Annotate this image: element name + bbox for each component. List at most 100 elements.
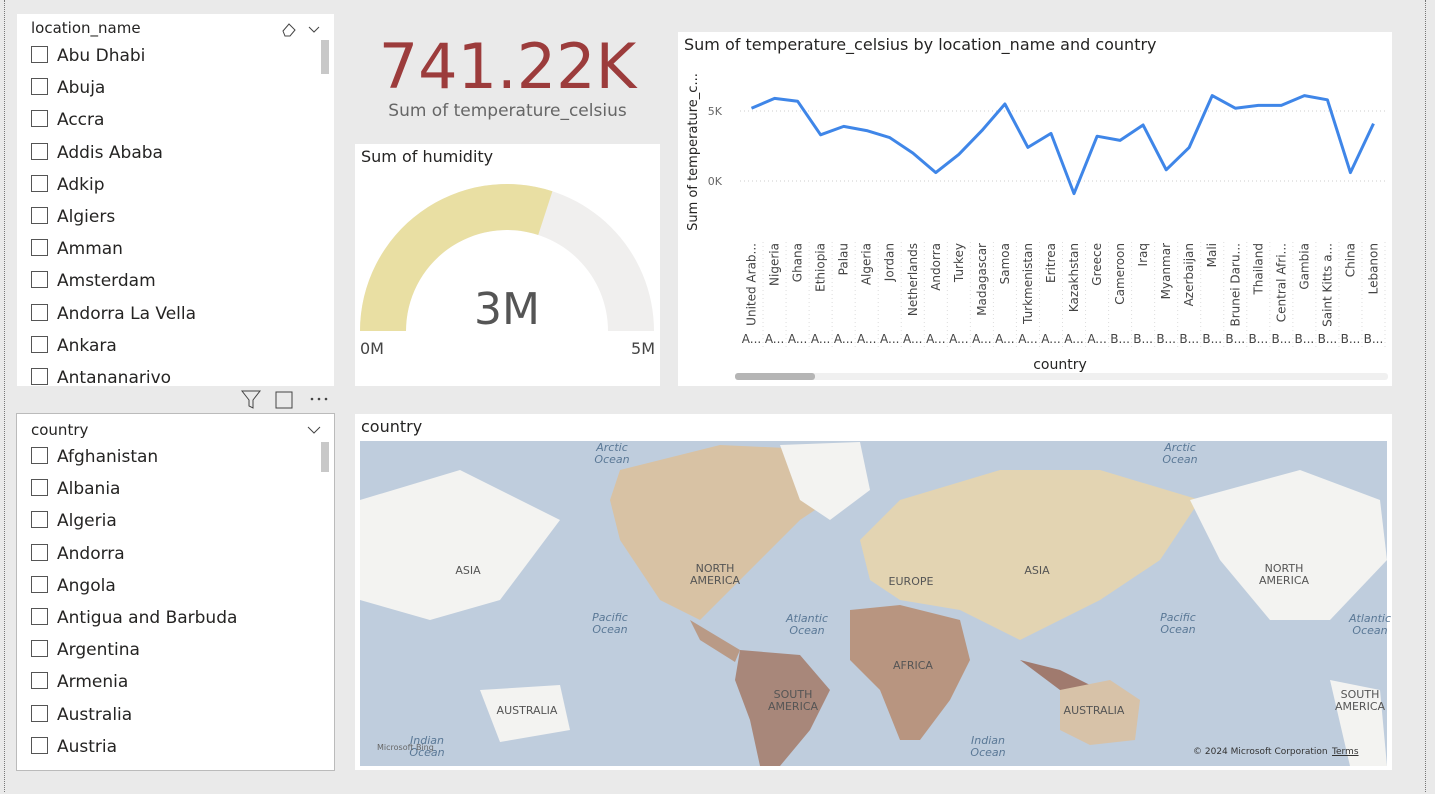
slicer-item[interactable]: Australia [31, 704, 132, 725]
x-group-label: A... [926, 332, 945, 346]
checkbox[interactable] [31, 511, 48, 529]
map-label: Arctic Ocean [594, 441, 630, 466]
x-tick-label: Saint Kitts a... [1320, 243, 1334, 327]
x-group-label: B... [1341, 332, 1361, 346]
country-slicer: country Afghanistan Albania Algeria Andorra… [16, 413, 335, 771]
item-label: Adkip [57, 174, 105, 195]
map-label: AUSTRALIA [1063, 704, 1125, 717]
x-group-label: B... [1225, 332, 1245, 346]
checkbox[interactable] [31, 575, 48, 593]
x-group-label: A... [880, 332, 899, 346]
slicer-item[interactable]: Algeria [31, 511, 117, 531]
checkbox[interactable] [31, 368, 48, 385]
x-tick-label: Eritrea [1044, 243, 1058, 283]
slicer-item[interactable]: Abu Dhabi [31, 46, 145, 66]
map-label: NORTH AMERICA [689, 562, 741, 587]
checkbox[interactable] [31, 608, 48, 625]
slicer-item[interactable]: Antigua and Barbuda [31, 608, 237, 628]
checkbox[interactable] [31, 447, 48, 464]
x-tick-label: Kazakhstan [1067, 243, 1081, 312]
x-group-label: B... [1156, 332, 1176, 346]
slicer-item[interactable]: Amman [31, 239, 123, 259]
slicer-item[interactable]: Austria [31, 736, 117, 757]
x-group-label: B... [1318, 332, 1338, 346]
checkbox[interactable] [31, 271, 48, 289]
item-label: Armenia [57, 672, 129, 693]
checkbox[interactable] [31, 736, 48, 754]
slicer-item[interactable]: Armenia [31, 672, 128, 692]
x-tick-label: Greece [1090, 243, 1104, 286]
slicer-item[interactable]: Andorra [31, 543, 125, 564]
x-tick-label: Central Afri... [1274, 243, 1288, 322]
slicer-item[interactable]: Amsterdam [31, 271, 156, 291]
checkbox[interactable] [31, 78, 48, 96]
card-value: 741.22K [378, 30, 637, 103]
item-label: Andorra La Vella [57, 303, 197, 324]
item-label: Abuja [57, 78, 106, 99]
slicer-item[interactable]: Addis Ababa [31, 142, 163, 163]
slicer-item[interactable]: Angola [31, 575, 116, 596]
x-tick-label: Gambia [1297, 243, 1311, 290]
checkbox[interactable] [31, 704, 48, 722]
x-group-label: A... [857, 332, 876, 346]
x-group-label: B... [1133, 332, 1153, 346]
dropdown-icon[interactable] [305, 422, 325, 438]
visual-toolbar[interactable] [230, 388, 335, 412]
slicer-item[interactable]: Abuja [31, 78, 105, 98]
gauge: Sum of humidity 3M 0M 5M [355, 144, 660, 386]
x-tick-label: United Arab... [745, 243, 759, 326]
checkbox[interactable] [31, 303, 48, 321]
x-tick-label: Turkmenistan [1021, 243, 1035, 325]
slicer-item[interactable]: Afghanistan [31, 447, 158, 467]
slicer-item[interactable]: Argentina [31, 640, 140, 660]
slicer-icons[interactable] [279, 20, 329, 38]
checkbox[interactable] [31, 174, 48, 192]
checkbox[interactable] [31, 239, 48, 257]
checkbox[interactable] [31, 543, 48, 561]
checkbox[interactable] [31, 46, 48, 63]
checkbox[interactable] [31, 479, 48, 497]
map-attribution: Microsoft Bing [377, 743, 434, 752]
location-slicer: location_name Abu Dhabi Abuja Accra Addis A… [17, 14, 334, 386]
gauge-value: 3M [474, 284, 540, 335]
scrollbar[interactable] [321, 442, 329, 472]
checkbox[interactable] [31, 335, 48, 353]
x-group-label: A... [834, 332, 853, 346]
item-label: Andorra [57, 543, 125, 564]
x-group-label: B... [1364, 332, 1384, 346]
x-tick-label: Algeria [860, 243, 874, 285]
gauge-fill [360, 183, 553, 331]
slicer-item[interactable]: Antananarivo [31, 368, 171, 386]
slicer-item[interactable]: Adkip [31, 174, 105, 195]
map[interactable] [360, 441, 1387, 766]
scrollbar-track [735, 373, 1388, 380]
checkbox[interactable] [31, 110, 48, 128]
y-tick-label: 0K [708, 175, 723, 188]
slicer-item[interactable]: Accra [31, 110, 104, 130]
slicer-item[interactable]: Albania [31, 479, 120, 499]
map-label: SOUTH AMERICA [1334, 688, 1386, 713]
map-label: SOUTH AMERICA [767, 688, 819, 713]
gauge-title: Sum of humidity [361, 147, 493, 166]
map-terms[interactable]: Terms [1332, 747, 1359, 757]
canvas-border [4, 0, 1426, 792]
x-tick-label: Jordan [883, 243, 897, 282]
x-tick-label: Azerbaijan [1182, 243, 1196, 306]
chart-title: Sum of temperature_celsius by location_n… [684, 35, 1157, 55]
slicer-item[interactable]: Ankara [31, 335, 117, 356]
x-group-label: B... [1271, 332, 1291, 346]
map-visual: country Arctic Ocean Arctic Ocean ASIA NORT… [355, 414, 1392, 770]
item-label: Angola [57, 575, 116, 596]
x-group-label: B... [1202, 332, 1222, 346]
checkbox[interactable] [31, 672, 48, 690]
checkbox[interactable] [31, 207, 48, 224]
slicer-item[interactable]: Andorra La Vella [31, 303, 197, 324]
scrollbar[interactable] [321, 40, 329, 74]
checkbox[interactable] [31, 640, 48, 658]
scrollbar-thumb[interactable] [735, 373, 815, 380]
slicer-item[interactable]: Algiers [31, 207, 115, 227]
x-group-label: A... [788, 332, 807, 346]
checkbox[interactable] [31, 142, 48, 160]
map-label: Pacific Ocean [1160, 611, 1196, 636]
